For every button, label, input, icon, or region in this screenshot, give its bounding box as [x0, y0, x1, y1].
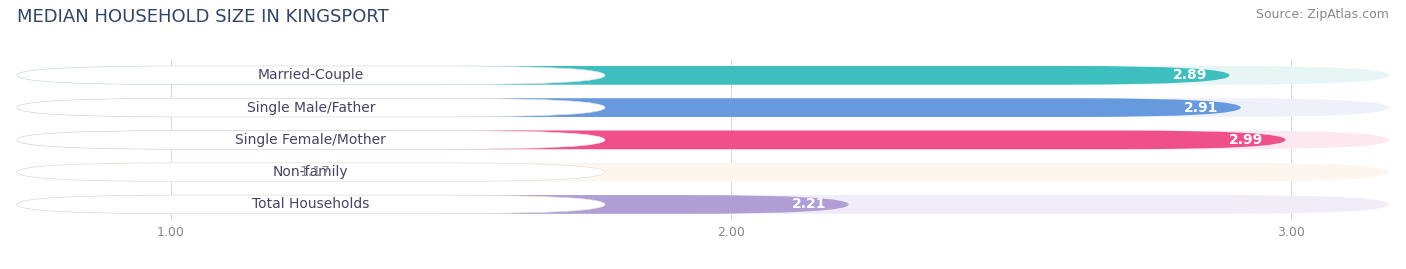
Text: 2.91: 2.91	[1184, 101, 1219, 115]
FancyBboxPatch shape	[17, 66, 605, 85]
FancyBboxPatch shape	[17, 98, 605, 117]
Text: 2.21: 2.21	[792, 197, 827, 211]
FancyBboxPatch shape	[17, 163, 266, 182]
FancyBboxPatch shape	[17, 195, 1389, 214]
FancyBboxPatch shape	[17, 130, 1389, 149]
Text: Source: ZipAtlas.com: Source: ZipAtlas.com	[1256, 8, 1389, 21]
Text: 2.99: 2.99	[1229, 133, 1263, 147]
Text: 1.17: 1.17	[299, 165, 330, 179]
FancyBboxPatch shape	[17, 130, 605, 149]
FancyBboxPatch shape	[17, 130, 1285, 149]
FancyBboxPatch shape	[17, 66, 1229, 85]
FancyBboxPatch shape	[17, 66, 1389, 85]
FancyBboxPatch shape	[17, 163, 1389, 182]
FancyBboxPatch shape	[17, 163, 605, 182]
FancyBboxPatch shape	[17, 195, 849, 214]
Text: Total Households: Total Households	[252, 197, 370, 211]
FancyBboxPatch shape	[17, 98, 1389, 117]
FancyBboxPatch shape	[17, 98, 1240, 117]
Text: 2.89: 2.89	[1173, 68, 1208, 82]
Text: Non-family: Non-family	[273, 165, 349, 179]
Text: Single Male/Father: Single Male/Father	[246, 101, 375, 115]
Text: Single Female/Mother: Single Female/Mother	[235, 133, 387, 147]
Text: MEDIAN HOUSEHOLD SIZE IN KINGSPORT: MEDIAN HOUSEHOLD SIZE IN KINGSPORT	[17, 8, 388, 26]
FancyBboxPatch shape	[17, 195, 605, 214]
Text: Married-Couple: Married-Couple	[257, 68, 364, 82]
